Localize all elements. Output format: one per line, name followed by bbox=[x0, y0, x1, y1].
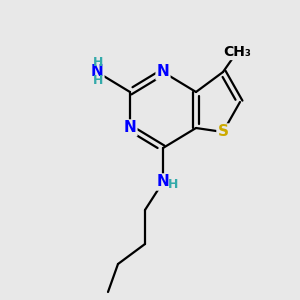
Text: H: H bbox=[168, 178, 178, 191]
Text: N: N bbox=[124, 121, 136, 136]
Text: H: H bbox=[93, 56, 103, 70]
Text: S: S bbox=[218, 124, 229, 140]
Text: CH₃: CH₃ bbox=[223, 45, 251, 59]
Text: N: N bbox=[91, 64, 103, 80]
Text: N: N bbox=[157, 175, 169, 190]
Text: H: H bbox=[93, 74, 103, 88]
Text: N: N bbox=[157, 64, 169, 80]
